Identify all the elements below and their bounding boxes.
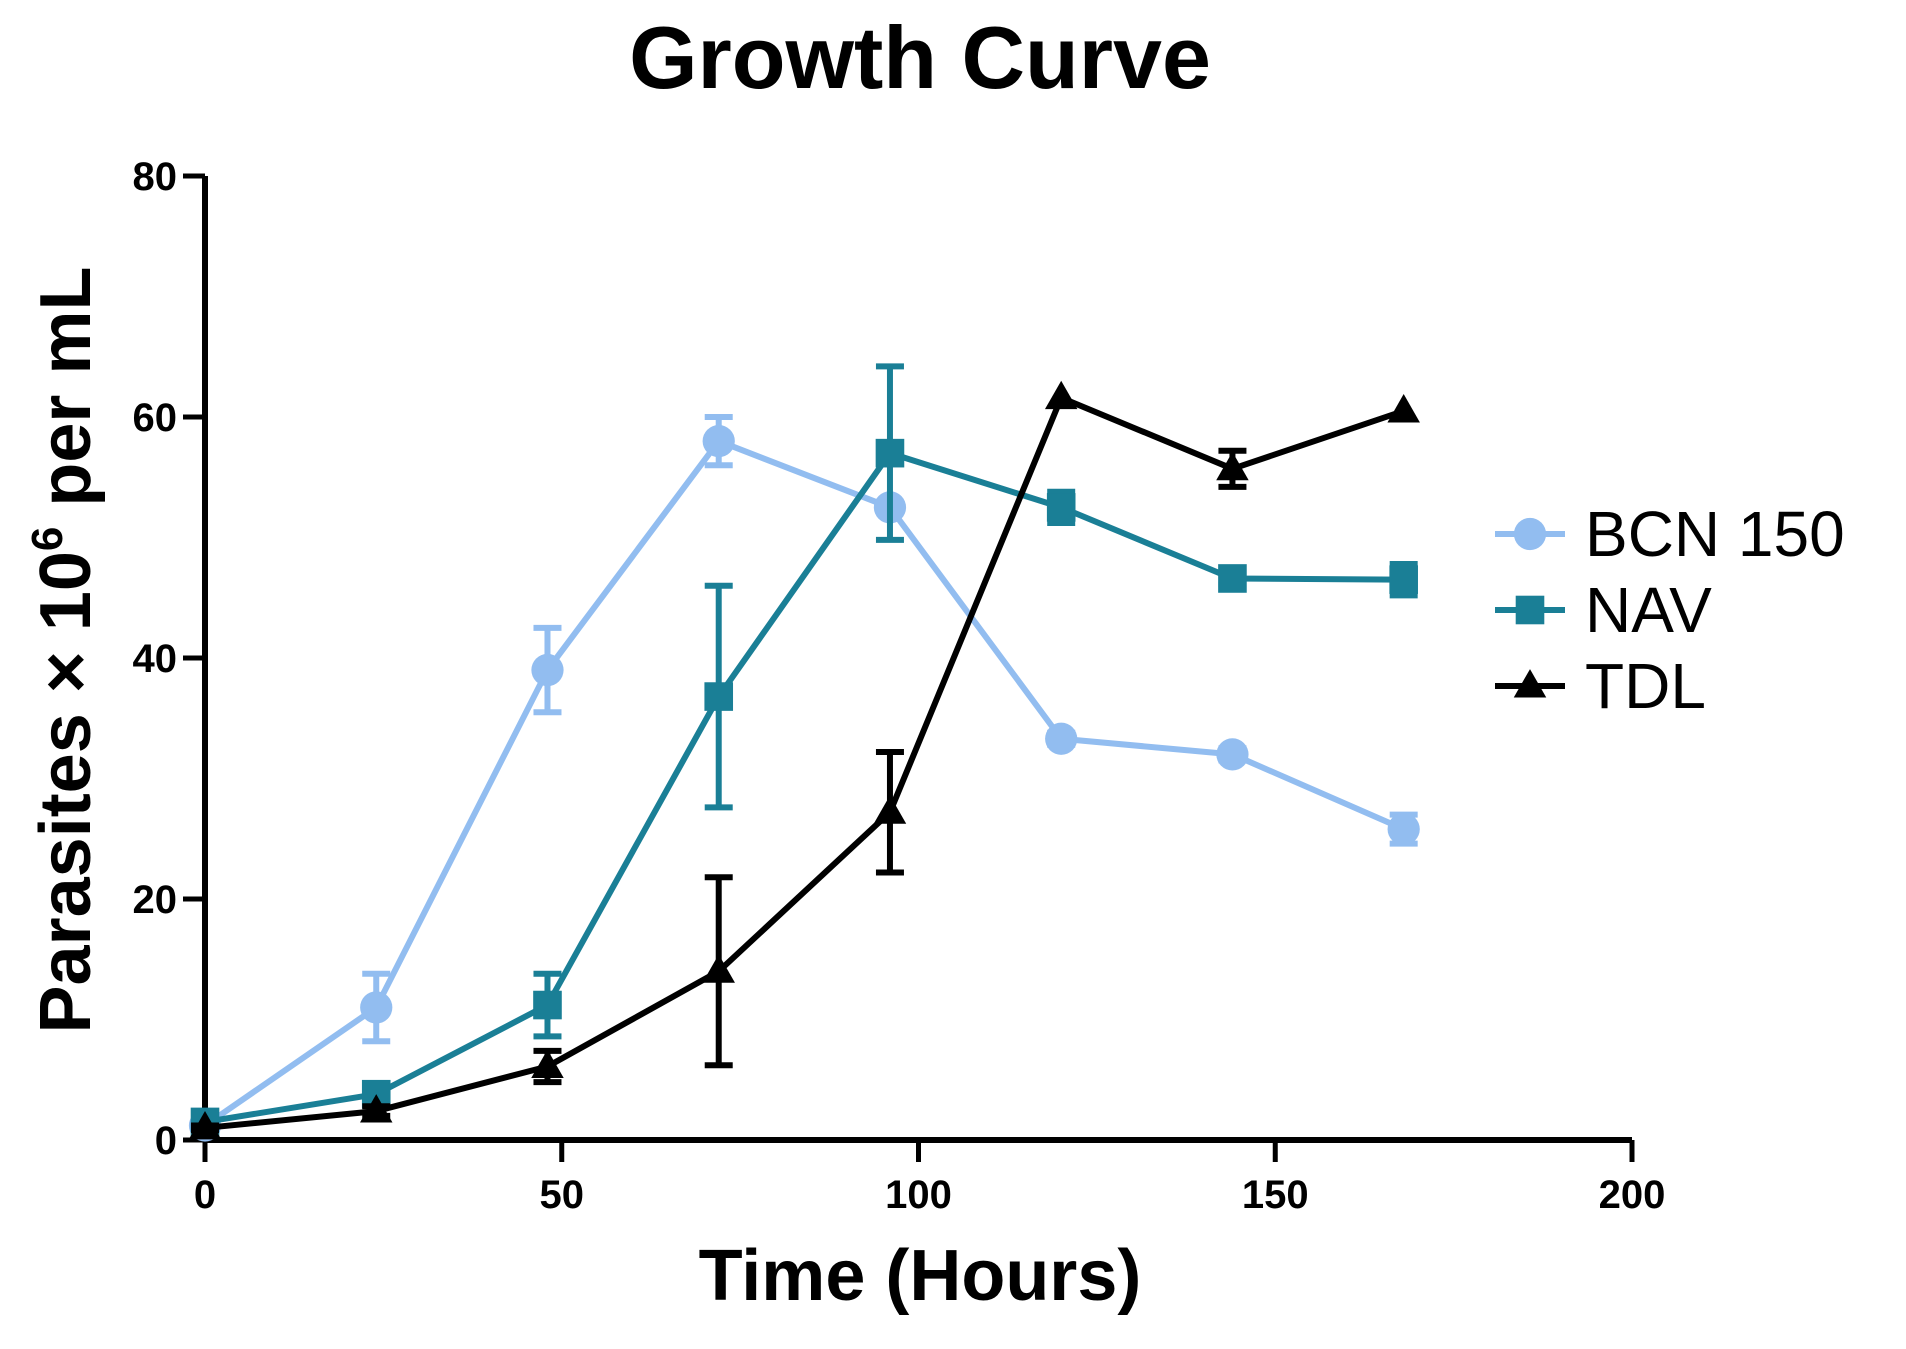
legend-item-tdl: TDL xyxy=(1495,650,1706,722)
series-line-bcn-150 xyxy=(203,438,1405,1129)
y-axis-title: Parasites × 106 per mL xyxy=(23,267,106,1034)
y-tick-label: 0 xyxy=(155,1119,177,1163)
data-point-bcn-150 xyxy=(1387,812,1420,846)
legend-marker-bcn-150 xyxy=(1513,517,1547,551)
data-point-tdl xyxy=(1216,451,1249,481)
data-point-nav xyxy=(1218,564,1247,593)
series-bcn-150 xyxy=(188,414,1420,1142)
data-point-tdl xyxy=(702,954,735,983)
data-point-bcn-150 xyxy=(702,424,735,458)
svg-text:Parasites × 106 per mL: Parasites × 106 per mL xyxy=(23,267,106,1034)
data-point-bcn-150 xyxy=(360,991,393,1024)
data-point-bcn-150 xyxy=(531,653,564,687)
data-point-nav xyxy=(1389,565,1418,594)
data-point-bcn-150 xyxy=(1045,722,1078,755)
axes: 0 20 40 60 80 0 50 100 150 200 xyxy=(133,155,1666,1217)
legend-label-nav: NAV xyxy=(1585,574,1712,646)
series-line-tdl xyxy=(204,394,1405,1131)
x-tick-label: 150 xyxy=(1242,1173,1309,1217)
data-point-tdl xyxy=(188,1111,222,1140)
x-tick-label: 0 xyxy=(194,1173,216,1217)
data-point-bcn-150 xyxy=(1216,738,1249,771)
data-point-tdl xyxy=(1387,394,1420,423)
y-axis-title-exponent: 6 xyxy=(23,527,72,551)
data-point-nav xyxy=(875,438,905,468)
x-axis-title: Time (Hours) xyxy=(699,1236,1142,1316)
chart-title: Growth Curve xyxy=(629,8,1211,107)
data-point-tdl xyxy=(1044,380,1078,410)
y-tick-label: 80 xyxy=(133,155,178,199)
x-tick-label: 200 xyxy=(1599,1173,1666,1217)
data-point-nav xyxy=(704,682,734,711)
data-point-tdl xyxy=(531,1049,564,1078)
legend-item-bcn-150: BCN 150 xyxy=(1495,498,1845,570)
data-point-tdl xyxy=(873,795,907,824)
y-tick-label: 40 xyxy=(133,637,178,681)
series-line-nav xyxy=(204,450,1404,1125)
legend-label-tdl: TDL xyxy=(1585,650,1706,722)
series-layer xyxy=(188,363,1420,1142)
x-tick-label: 100 xyxy=(885,1173,952,1217)
data-point-tdl xyxy=(359,1094,393,1123)
series-tdl xyxy=(188,380,1420,1140)
legend-marker-tdl xyxy=(1513,669,1547,698)
x-tick-label: 50 xyxy=(540,1173,585,1217)
y-axis-title-prefix: Parasites × 10 xyxy=(26,551,106,1033)
data-point-nav xyxy=(1046,493,1076,522)
y-axis-title-suffix: per mL xyxy=(26,267,106,527)
data-point-nav xyxy=(533,990,562,1020)
legend-item-nav: NAV xyxy=(1495,574,1712,646)
y-tick-label: 60 xyxy=(133,396,178,440)
legend-marker-nav xyxy=(1515,595,1545,625)
y-tick-label: 20 xyxy=(133,878,178,922)
legend-label-bcn-150: BCN 150 xyxy=(1585,498,1845,570)
